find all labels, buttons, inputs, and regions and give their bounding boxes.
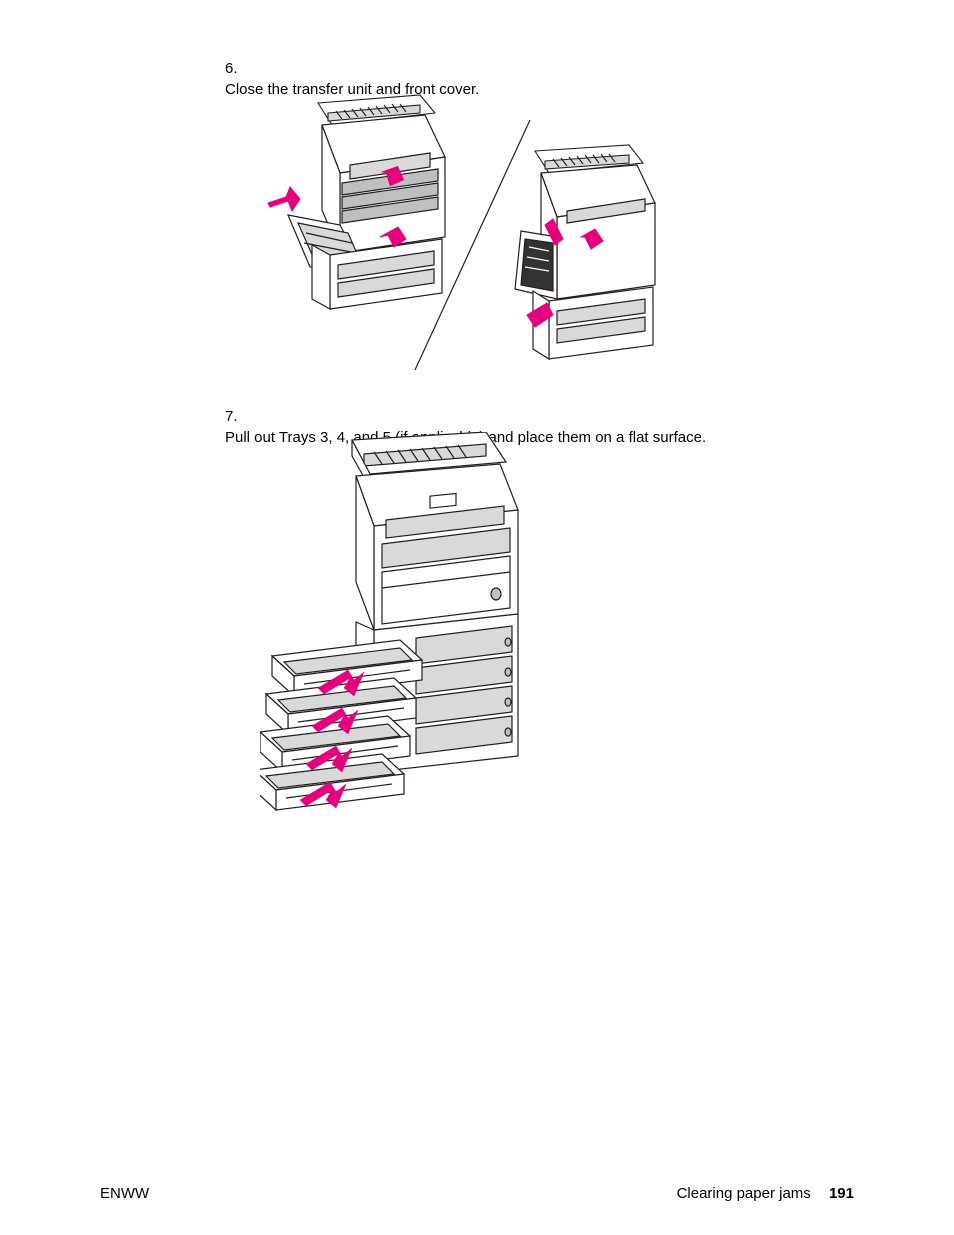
footer-page-number: 191	[829, 1185, 854, 1202]
footer-left: ENWW	[100, 1185, 149, 1202]
footer-section: Clearing paper jams	[677, 1185, 811, 1202]
figure-step-6	[260, 90, 680, 380]
figure-step-7	[260, 432, 560, 812]
step-6-illustration	[260, 90, 680, 380]
step-6-number: 6.	[225, 58, 251, 79]
step-7-illustration	[260, 432, 560, 812]
footer-right: Clearing paper jams 191	[677, 1185, 854, 1202]
step-7-number: 7.	[225, 406, 251, 427]
